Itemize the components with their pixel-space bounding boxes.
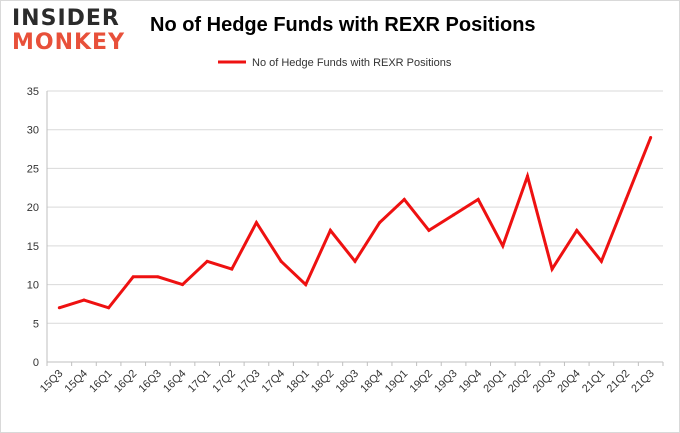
data-point [279, 259, 283, 263]
data-point [452, 213, 456, 217]
x-tick-label: 16Q1 [87, 368, 115, 396]
insider-monkey-logo: INSIDER MONKEY [12, 6, 130, 56]
y-axis-tick-labels: 0 5 10 15 20 25 30 35 [27, 86, 39, 369]
axes [46, 91, 664, 366]
x-tick-label: 19Q2 [408, 368, 436, 396]
data-point [107, 306, 111, 310]
data-point [82, 298, 86, 302]
data-point [599, 259, 603, 263]
data-point [254, 221, 258, 225]
data-point [328, 228, 332, 232]
x-tick-label: 17Q1 [186, 368, 214, 396]
y-tick-label: 25 [27, 163, 39, 175]
series-layer [57, 135, 653, 310]
x-tick-label: 21Q1 [580, 368, 608, 396]
data-point [476, 197, 480, 201]
x-tick-label: 16Q3 [136, 368, 164, 396]
x-tick-label: 19Q4 [457, 368, 485, 396]
chart-title: No of Hedge Funds with REXR Positions [150, 14, 536, 36]
data-point [525, 174, 529, 178]
data-point [353, 259, 357, 263]
y-tick-label: 30 [27, 125, 39, 137]
x-tick-label: 16Q2 [112, 368, 140, 396]
data-point [181, 283, 185, 287]
x-tick-label: 17Q2 [210, 368, 238, 396]
logo-text-insider: INSIDER [12, 6, 120, 31]
y-tick-label: 5 [33, 318, 39, 330]
y-tick-label: 20 [27, 202, 39, 214]
data-point [624, 197, 628, 201]
x-tick-label: 18Q3 [334, 368, 362, 396]
x-tick-label: 20Q3 [531, 368, 559, 396]
data-point [230, 267, 234, 271]
data-point [131, 275, 135, 279]
x-tick-label: 15Q3 [38, 368, 66, 396]
data-point [649, 135, 653, 139]
x-tick-label: 18Q4 [358, 368, 386, 396]
data-point [550, 267, 554, 271]
logo-text-monkey: MONKEY [12, 30, 126, 55]
series-line [58, 136, 653, 310]
data-point [378, 221, 382, 225]
y-tick-label: 10 [27, 280, 39, 292]
gridlines [47, 90, 663, 324]
data-point [156, 275, 160, 279]
x-tick-label: 16Q4 [161, 368, 189, 396]
y-tick-label: 15 [27, 241, 39, 253]
x-tick-label: 20Q2 [506, 368, 534, 396]
x-axis-tick-labels: 15Q315Q416Q116Q216Q316Q417Q117Q217Q317Q4… [38, 368, 657, 396]
data-point [575, 228, 579, 232]
x-tick-label: 17Q3 [235, 368, 263, 396]
legend-label: No of Hedge Funds with REXR Positions [252, 57, 452, 69]
x-tick-label: 19Q3 [432, 368, 460, 396]
y-tick-label: 0 [33, 357, 39, 369]
legend: No of Hedge Funds with REXR Positions [218, 57, 452, 69]
x-tick-label: 18Q1 [284, 368, 312, 396]
x-tick-label: 19Q1 [383, 368, 411, 396]
x-tick-label: 20Q1 [481, 368, 509, 396]
data-point [427, 228, 431, 232]
x-tick-label: 21Q3 [629, 368, 657, 396]
x-tick-label: 17Q4 [260, 368, 288, 396]
x-tick-label: 21Q2 [605, 368, 633, 396]
data-point [402, 197, 406, 201]
y-tick-label: 35 [27, 86, 39, 98]
x-tick-label: 18Q2 [309, 368, 337, 396]
x-tick-label: 20Q4 [555, 368, 583, 396]
data-point [57, 306, 61, 310]
data-point [304, 283, 308, 287]
data-point [501, 244, 505, 248]
x-tick-label: 15Q4 [63, 368, 91, 396]
data-point [205, 259, 209, 263]
